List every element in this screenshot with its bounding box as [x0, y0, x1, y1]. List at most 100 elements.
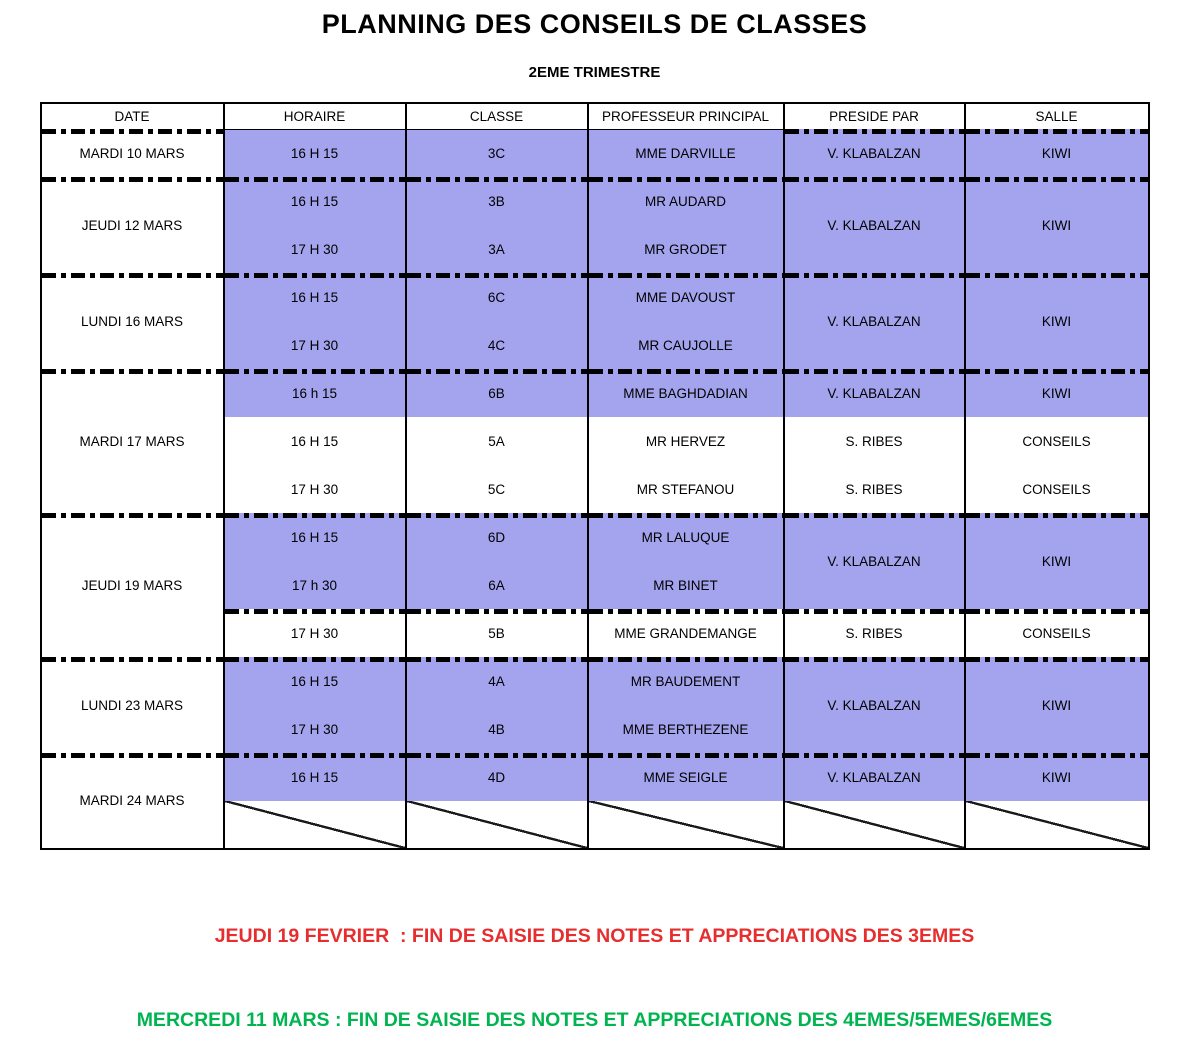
- preside-cell: V. KLABALZAN: [782, 129, 966, 177]
- classe-cell: 5A: [404, 417, 589, 465]
- horaire-cell: 16 H 15: [222, 273, 407, 321]
- salle-cell: CONSEILS: [963, 465, 1150, 513]
- classe-cell: 5C: [404, 465, 589, 513]
- date-cell: LUNDI 23 MARS: [39, 657, 225, 753]
- salle-cell: CONSEILS: [963, 417, 1150, 465]
- horaire-cell: 17 H 30: [222, 465, 407, 513]
- preside-cell: V. KLABALZAN: [782, 369, 966, 417]
- col-header-professeur: PROFESSEUR PRINCIPAL: [586, 103, 785, 130]
- date-cell: LUNDI 16 MARS: [39, 273, 225, 369]
- salle-cell: CONSEILS: [963, 609, 1150, 657]
- prof-cell: MR CAUJOLLE: [586, 321, 785, 369]
- col-header-salle: SALLE: [963, 103, 1150, 129]
- preside-cell: V. KLABALZAN: [782, 513, 966, 609]
- classe-cell: 4D: [404, 753, 589, 801]
- table-row: 17 H 30 5B MME GRANDEMANGE S. RIBES CONS…: [41, 609, 1150, 657]
- classe-cell: 4C: [404, 321, 589, 369]
- date-cell: MARDI 10 MARS: [39, 129, 225, 177]
- horaire-cell: 16 H 15: [222, 129, 407, 177]
- table-row: 16 H 15 5A MR HERVEZ S. RIBES CONSEILS: [41, 417, 1150, 465]
- table-row: 17 H 30 3A MR GRODET: [41, 225, 1149, 273]
- table-row: MARDI 17 MARS 16 h 15 6B MME BAGHDADIAN …: [39, 369, 1150, 513]
- prof-cell: MME SEIGLE: [586, 753, 785, 801]
- classe-cell: 3B: [404, 177, 589, 225]
- footer-notes: JEUDI 19 FEVRIER : FIN DE SAISIE DES NOT…: [0, 866, 1189, 1062]
- empty-cell-diagonal: [586, 801, 785, 849]
- preside-cell: V. KLABALZAN: [782, 657, 966, 753]
- salle-cell: KIWI: [963, 657, 1150, 753]
- prof-cell: MME GRANDEMANGE: [586, 609, 785, 657]
- empty-cell-diagonal: [782, 801, 966, 849]
- preside-cell: V. KLABALZAN: [782, 273, 966, 369]
- horaire-cell: 17 H 30: [222, 609, 407, 657]
- preside-cell: S. RIBES: [782, 609, 966, 657]
- classe-cell: 6B: [404, 369, 589, 417]
- salle-cell: KIWI: [963, 369, 1150, 417]
- preside-cell: S. RIBES: [782, 417, 966, 465]
- horaire-cell: 17 H 30: [222, 225, 407, 273]
- classe-cell: 5B: [404, 609, 589, 657]
- prof-cell: MME BERTHEZENE: [586, 705, 785, 753]
- classe-cell: 3C: [404, 129, 589, 177]
- deadline-note-4emes-5emes-6emes: MERCREDI 11 MARS : FIN DE SAISIE DES NOT…: [136, 1009, 1053, 1031]
- horaire-cell: 16 H 15: [222, 657, 407, 705]
- salle-cell: KIWI: [963, 753, 1150, 801]
- date-cell: JEUDI 19 MARS: [39, 513, 225, 657]
- preside-cell: V. KLABALZAN: [782, 753, 966, 801]
- salle-cell: KIWI: [963, 129, 1150, 177]
- col-header-horaire: HORAIRE: [222, 103, 407, 130]
- classe-cell: 6C: [404, 273, 589, 321]
- empty-cell-diagonal: [404, 801, 589, 849]
- table-row: LUNDI 16 MARS 16 H 15 6C MME DAVOUST V. …: [39, 273, 1150, 369]
- prof-cell: MME BAGHDADIAN: [586, 369, 785, 417]
- classe-cell: 3A: [404, 225, 589, 273]
- classe-cell: 4B: [404, 705, 589, 753]
- prof-cell: MR LALUQUE: [586, 513, 785, 561]
- table-row: JEUDI 19 MARS 16 H 15 6D MR LALUQUE V. K…: [39, 513, 1150, 657]
- table-row: LUNDI 23 MARS 16 H 15 4A MR BAUDEMENT V.…: [39, 657, 1150, 753]
- prof-cell: MME DARVILLE: [586, 129, 785, 177]
- horaire-cell: 16 H 15: [222, 417, 407, 465]
- classe-cell: 6A: [404, 561, 589, 609]
- empty-cell-diagonal: [963, 801, 1150, 849]
- header-row: DATE HORAIRE CLASSE PROFESSEUR PRINCIPAL…: [39, 103, 1150, 130]
- horaire-cell: 16 h 15: [222, 369, 407, 417]
- horaire-cell: 16 H 15: [222, 753, 407, 801]
- col-header-date: DATE: [39, 103, 225, 129]
- horaire-cell: 17 H 30: [222, 705, 407, 753]
- classe-cell: 6D: [404, 513, 589, 561]
- prof-cell: MME DAVOUST: [586, 273, 785, 321]
- date-cell: MARDI 24 MARS: [39, 753, 225, 849]
- prof-cell: MR STEFANOU: [586, 465, 785, 513]
- horaire-cell: 17 H 30: [222, 321, 407, 369]
- prof-cell: MR AUDARD: [586, 177, 785, 225]
- prof-cell: MR GRODET: [586, 225, 785, 273]
- date-cell: JEUDI 12 MARS: [39, 177, 225, 273]
- prof-cell: MR HERVEZ: [586, 417, 785, 465]
- table-row: [41, 801, 1150, 849]
- salle-cell: KIWI: [963, 513, 1150, 609]
- table-row: 17 H 30 4B MME BERTHEZENE: [41, 705, 1149, 753]
- preside-cell: S. RIBES: [782, 465, 966, 513]
- preside-cell: V. KLABALZAN: [782, 177, 966, 273]
- table-row: 17 H 30 5C MR STEFANOU S. RIBES CONSEILS: [41, 465, 1150, 513]
- salle-cell: KIWI: [963, 273, 1150, 369]
- col-header-preside: PRESIDE PAR: [782, 103, 966, 129]
- horaire-cell: 17 h 30: [222, 561, 407, 609]
- page-title: PLANNING DES CONSEILS DE CLASSES: [321, 9, 868, 39]
- classe-cell: 4A: [404, 657, 589, 705]
- date-cell: MARDI 17 MARS: [39, 369, 225, 513]
- table-row: MARDI 24 MARS 16 H 15 4D MME SEIGLE V. K…: [39, 753, 1150, 849]
- table-row: 17 H 30 4C MR CAUJOLLE: [41, 321, 1149, 369]
- prof-cell: MR BINET: [586, 561, 785, 609]
- page-subtitle: 2EME TRIMESTRE: [528, 64, 661, 81]
- table-row: MARDI 10 MARS 16 H 15 3C MME DARVILLE V.…: [39, 129, 1150, 177]
- deadline-note-3emes: JEUDI 19 FEVRIER : FIN DE SAISIE DES NOT…: [214, 925, 975, 947]
- table-row: JEUDI 12 MARS 16 H 15 3B MR AUDARD V. KL…: [39, 177, 1150, 273]
- horaire-cell: 16 H 15: [222, 177, 407, 225]
- empty-cell-diagonal: [222, 801, 407, 849]
- planning-table: DATE HORAIRE CLASSE PROFESSEUR PRINCIPAL…: [39, 102, 1150, 850]
- col-header-classe: CLASSE: [404, 103, 589, 130]
- horaire-cell: 16 H 15: [222, 513, 407, 561]
- prof-cell: MR BAUDEMENT: [586, 657, 785, 705]
